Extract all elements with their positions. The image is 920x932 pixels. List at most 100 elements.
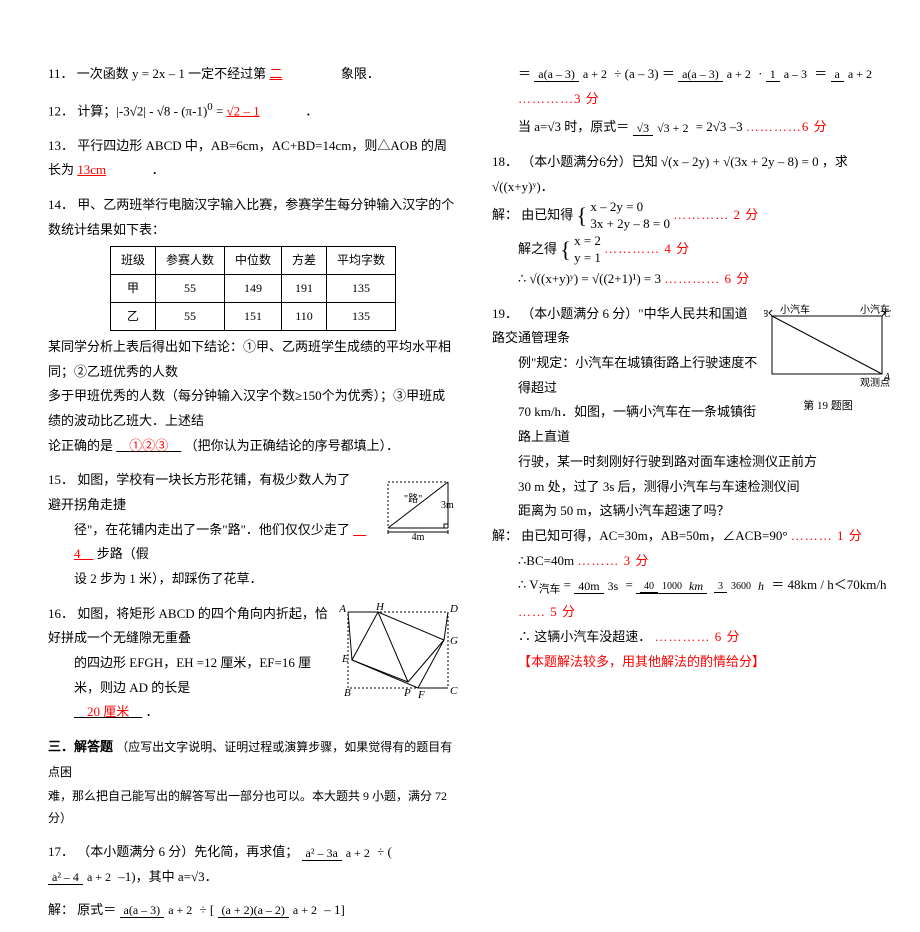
td: 135 bbox=[327, 275, 396, 303]
solution-line: ∴ 这辆小汽车没超速． ………… 6 分 bbox=[492, 625, 892, 650]
section-3-header: 三．解答题 （应写出文字说明、证明过程或演算步骤，如果觉得有的题目有点困 难，那… bbox=[48, 735, 458, 830]
q-text: 径"，在花铺内走出了一条"路"．他们仅仅少走了 bbox=[74, 522, 350, 537]
td: 55 bbox=[155, 303, 224, 331]
q-tail: 象限． bbox=[341, 66, 380, 81]
solution-line: ＝ a(a – 3)a + 2 ÷ (a – 3) ＝ a(a – 3)a + … bbox=[492, 62, 892, 111]
th: 平均字数 bbox=[327, 247, 396, 275]
q16: A H D G C F B E P 16． 如图，将矩形 ABCD 的四个角向内… bbox=[48, 602, 458, 725]
sol-text: ∴BC=40m bbox=[518, 553, 574, 568]
result: ＝ 48km / h＜70km/h bbox=[771, 577, 886, 592]
tail: –1)，其中 a=√3． bbox=[118, 869, 217, 884]
sol-text: ∴ √((x+y)ʸ) = √((2+1)¹) = 3 bbox=[518, 271, 661, 286]
section-note: 难，那么把自己能写出的解答写出一部分也可以。本大题共 9 小题，满分 72 分） bbox=[48, 785, 458, 831]
solution-line: ∴ V汽车 = 40m3s = 401000 km 33600 h ＝ 48km… bbox=[492, 573, 892, 625]
fraction: a² – 3aa + 2 bbox=[302, 847, 374, 860]
sys-eq: y = 1 bbox=[574, 250, 601, 265]
svg-text:C: C bbox=[450, 685, 458, 697]
answer-line: 20 厘米 ． bbox=[48, 700, 458, 725]
eq: ＝ bbox=[518, 66, 531, 81]
sup-zero: 0 bbox=[207, 101, 212, 113]
solution-line: 解之得 { x = 2 y = 1 ………… 4 分 bbox=[492, 233, 892, 267]
q-text: 一次函数 y = 2x – 1 一定不经过第 bbox=[77, 66, 266, 81]
sol-text: 解之得 bbox=[518, 241, 557, 256]
fraction: a(a – 3)a + 2 bbox=[678, 68, 755, 81]
right-column: ＝ a(a – 3)a + 2 ÷ (a – 3) ＝ a(a – 3)a + … bbox=[492, 62, 892, 684]
solution-line: 解： 由已知得 { x – 2y = 0 3x + 2y – 8 = 0 ………… bbox=[492, 199, 892, 233]
td: 55 bbox=[155, 275, 224, 303]
fraction: √3√3 + 2 bbox=[633, 122, 693, 135]
fraction: a(a – 3)a + 2 bbox=[534, 68, 611, 81]
q-number: 12． bbox=[48, 103, 74, 118]
points: ………… 6 分 bbox=[655, 629, 741, 644]
svg-text:B: B bbox=[764, 309, 768, 320]
expr: √(x – 2y) + √(3x + 2y – 8) = 0 bbox=[661, 154, 819, 169]
q17-cont: ＝ a(a – 3)a + 2 ÷ (a – 3) ＝ a(a – 3)a + … bbox=[492, 62, 892, 140]
q-tail: ． bbox=[152, 162, 165, 177]
q-text bbox=[109, 162, 148, 177]
label-4m: 4m bbox=[412, 532, 425, 542]
q-number: 14． bbox=[48, 197, 74, 212]
sol-text: 由已知得 bbox=[521, 207, 573, 222]
sol-label: 解： bbox=[48, 902, 74, 917]
sol-text: 原式＝ bbox=[77, 902, 116, 917]
q-number: 18． bbox=[492, 154, 518, 169]
q-number: 11． bbox=[48, 66, 74, 81]
points: ………… 4 分 bbox=[604, 241, 690, 256]
svg-text:F: F bbox=[417, 689, 425, 698]
svg-text:B: B bbox=[344, 687, 351, 698]
points: ………… 6 分 bbox=[664, 271, 750, 286]
sol-label: 解： bbox=[492, 528, 518, 543]
answer: 二 bbox=[269, 66, 282, 81]
left-column: 11． 一次函数 y = 2x – 1 一定不经过第 二 象限． 12． 计算；… bbox=[48, 62, 458, 932]
svg-text:小汽车: 小汽车 bbox=[780, 303, 810, 316]
q-text: 论正确的是 bbox=[48, 438, 113, 453]
q-text: 某同学分析上表后得出如下结论：①甲、乙两班学生成绩的平均水平相同；②乙班优秀的人… bbox=[48, 335, 458, 384]
blank: ①②③ bbox=[116, 438, 181, 453]
td: 149 bbox=[224, 275, 281, 303]
eq: ＝ bbox=[814, 66, 830, 81]
q17: 17． （本小题满分 6 分）先化简，再求值； a² – 3aa + 2 ÷ (… bbox=[48, 840, 458, 922]
points: ………… 2 分 bbox=[673, 207, 759, 222]
q12: 12． 计算；|-3√2| - √8 - (π-1)0 = √2 – 1 ． bbox=[48, 97, 458, 124]
sol-label: 解： bbox=[492, 207, 518, 222]
fraction: a(a – 3)a + 2 bbox=[120, 904, 197, 917]
q-text bbox=[263, 103, 302, 118]
q-number: 16． bbox=[48, 606, 74, 621]
equals: = bbox=[216, 103, 227, 118]
answer: 20 厘米 bbox=[87, 704, 129, 719]
q11: 11． 一次函数 y = 2x – 1 一定不经过第 二 象限． bbox=[48, 62, 458, 87]
sol-text: ∴ V bbox=[518, 577, 539, 592]
td: 191 bbox=[282, 275, 327, 303]
sol-text: ∴ 这辆小汽车没超速． bbox=[518, 629, 651, 644]
sub: 汽车 bbox=[539, 584, 561, 596]
fraction: 1a – 3 bbox=[766, 68, 811, 81]
q-text bbox=[286, 66, 338, 81]
points: …………6 分 bbox=[746, 119, 828, 134]
q-text-line: 论正确的是 ①②③ （把你认为正确结论的序号都填上）． bbox=[48, 434, 458, 459]
svg-text:A: A bbox=[338, 603, 346, 615]
q-text: 多于甲班优秀的人数（每分钟输入汉字个数≥150个为优秀）；③甲班成绩的波动比乙班… bbox=[48, 384, 458, 433]
points: …………3 分 bbox=[518, 91, 600, 106]
sol-text: 由已知可得，AC=30m，AB=50m，∠ACB=90° bbox=[521, 528, 787, 543]
sys-eq: 3x + 2y – 8 = 0 bbox=[590, 216, 670, 231]
fraction: 40m3s bbox=[574, 580, 622, 593]
table-row: 乙 55 151 110 135 bbox=[110, 303, 395, 331]
q-number: 17． bbox=[48, 844, 74, 859]
sys-eq: x – 2y = 0 bbox=[590, 199, 643, 214]
score-table: 班级 参赛人数 中位数 方差 平均字数 甲 55 149 191 135 乙 5… bbox=[110, 246, 396, 330]
result: = 2√3 –3 bbox=[696, 119, 743, 134]
dot: · bbox=[758, 66, 766, 81]
q-number: 19． bbox=[492, 306, 518, 321]
fraction: aa + 2 bbox=[831, 68, 876, 81]
svg-text:观测点: 观测点 bbox=[860, 376, 890, 389]
q-text: 距离为 50 m，这辆小汽车超速了吗？ bbox=[492, 499, 892, 524]
car-diagram-wrap: 小汽车 小汽车 B C A 观测点 第 19 题图 bbox=[764, 302, 892, 417]
q-text: 计算；|-3√2| - √8 - (π-1) bbox=[77, 103, 207, 118]
tail: – 1] bbox=[324, 902, 345, 917]
solution-line: 解： 原式＝ a(a – 3)a + 2 ÷ [ (a + 2)(a – 2)a… bbox=[48, 898, 458, 923]
td: 135 bbox=[327, 303, 396, 331]
div: ÷ (a – 3) ＝ bbox=[614, 66, 678, 81]
sol-text: 当 a=√3 时，原式＝ bbox=[518, 119, 629, 134]
th: 方差 bbox=[282, 247, 327, 275]
fraction: 401000 km 33600 h bbox=[636, 580, 768, 593]
